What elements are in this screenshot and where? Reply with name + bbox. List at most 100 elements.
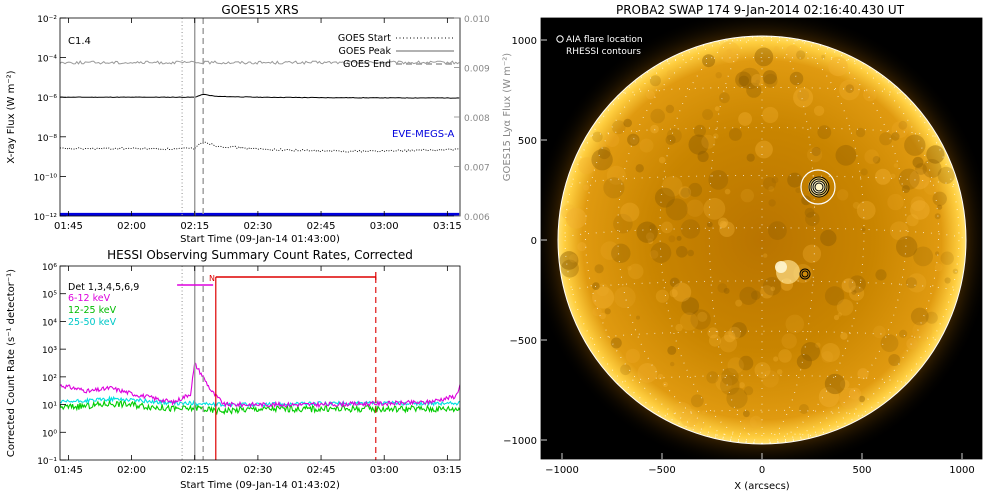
sun-texture-blob	[739, 67, 761, 90]
swap-legend: AIA flare location RHESSI contours	[556, 35, 643, 57]
sun-texture-blob	[798, 404, 809, 414]
sun-texture-blob	[795, 187, 801, 194]
sun-texture-blob	[813, 105, 825, 117]
swap-x-tick-label: −1000	[545, 465, 579, 476]
sun-texture-blob	[762, 277, 782, 296]
sun-texture-blob	[614, 286, 636, 309]
swap-y-tick-label: 500	[518, 136, 537, 147]
sun-texture-blob	[592, 131, 603, 143]
goes-y-ticks-right: 0.010 0.009 0.008 0.007 0.006	[454, 15, 490, 223]
rhessi-contours-2	[799, 268, 811, 280]
sun-texture-blob	[654, 187, 675, 208]
swap-xlabel: X (arcsecs)	[734, 481, 790, 492]
sun-texture-blob	[697, 150, 709, 163]
sun-texture-blob	[649, 250, 659, 259]
hessi-panel: HESSI Observing Summary Count Rates, Cor…	[6, 248, 462, 491]
sun-texture-blob	[738, 75, 750, 87]
sun-texture-blob	[707, 327, 719, 339]
sun-texture-blob	[666, 69, 674, 77]
sun-texture-blob	[623, 118, 632, 128]
sun-texture-blob	[582, 184, 590, 191]
sun-texture-blob	[661, 221, 673, 234]
sun-texture-blob	[629, 135, 639, 145]
sun-texture-blob	[636, 315, 640, 320]
sun-texture-blob	[879, 132, 893, 146]
sun-texture-blob	[740, 188, 754, 203]
sun-texture-blob	[860, 168, 868, 176]
sun-texture-blob	[672, 282, 692, 302]
sun-texture-blob	[605, 133, 620, 148]
legend-rhessi-icon	[556, 47, 564, 55]
hessi-y-tick-label: 10⁰	[42, 429, 57, 439]
sun-texture-blob	[708, 170, 729, 190]
sun-texture-blob	[592, 282, 600, 290]
sun-texture-blob	[639, 138, 654, 153]
sun-texture-blob	[785, 314, 805, 334]
sun-texture-blob	[613, 213, 633, 234]
sun-texture-blob	[670, 361, 675, 367]
goes-ylabel-left: X-ray Flux (W m⁻²)	[6, 70, 17, 163]
sun-texture-blob	[821, 351, 834, 363]
sun-texture-blob	[805, 211, 820, 227]
sun-texture-blob	[680, 219, 701, 239]
sun-texture-blob	[880, 334, 899, 353]
sun-texture-blob	[910, 200, 930, 220]
goes-title: GOES15 XRS	[221, 3, 298, 17]
sun-texture-blob	[678, 186, 692, 199]
sun-texture-blob	[899, 329, 908, 338]
hessi-y-tick-label: 10⁵	[42, 291, 57, 301]
sun-texture-blob	[848, 275, 866, 293]
swap-axes-frame	[540, 17, 983, 460]
goes-y2-tick-label: 0.008	[464, 114, 490, 124]
goes-x-tick-label: 02:15	[180, 221, 209, 232]
sun-texture-blob	[774, 46, 779, 51]
swap-y-tick-label: 1000	[512, 36, 537, 47]
goes-legend: GOES Start GOES Peak GOES End	[338, 33, 454, 70]
sun-texture-blob	[890, 173, 896, 179]
sun-texture-blob	[669, 277, 680, 288]
sun-texture-blob	[669, 289, 678, 298]
rhessi-contours-1	[808, 176, 830, 198]
goes-y2-tick-label: 0.007	[464, 164, 490, 174]
swap-x-tick-label: 0	[759, 465, 765, 476]
sun-texture-blob	[801, 195, 811, 206]
sun-texture-blob	[701, 410, 707, 415]
sun-texture-blob	[804, 207, 815, 218]
sun-texture-blob	[680, 187, 691, 198]
sun-texture-blob	[909, 169, 930, 190]
hessi-y-tick-label: 10⁶	[42, 263, 57, 273]
sun-texture-blob	[724, 330, 736, 343]
sun-texture-blob	[755, 79, 760, 85]
sun-texture-blob	[681, 297, 700, 315]
goes-x-tick-label: 03:15	[433, 221, 462, 232]
sun-texture-blob	[888, 354, 901, 366]
sun-texture-blob	[627, 265, 632, 271]
sun-texture-blob	[650, 124, 659, 134]
sun-texture-blob	[898, 168, 920, 190]
legend-goes-start-label: GOES Start	[338, 33, 391, 44]
sun-texture-blob	[690, 394, 704, 408]
sun-texture-blob	[763, 253, 768, 258]
sun-texture-blob	[937, 166, 955, 184]
goes-ylabel-right: GOES15 Lyα Flux (W m⁻²)	[502, 53, 513, 181]
sun-texture-blob	[675, 323, 683, 332]
sun-texture-blob	[744, 386, 754, 396]
sun-texture-blob	[940, 251, 954, 265]
sun-texture-blob	[611, 243, 631, 263]
sun-texture-blob	[768, 199, 776, 207]
sun-texture-blob	[910, 307, 929, 326]
goes-y2-tick-label: 0.009	[464, 65, 490, 75]
sun-texture-blob	[697, 311, 708, 322]
sun-texture-blob	[637, 363, 658, 383]
sun-texture-blob	[715, 72, 722, 79]
hessi-y-tick-label: 10⁻¹	[37, 457, 57, 467]
goes-y-tick-label: 10⁻⁸	[37, 134, 57, 144]
sun-texture-blob	[746, 82, 762, 98]
sun-texture-blob	[703, 197, 726, 220]
sun-texture-blob	[650, 242, 672, 264]
sun-texture-blob	[891, 121, 909, 138]
legend-aia-label: AIA flare location	[566, 35, 643, 45]
sun-texture-blob	[610, 337, 622, 349]
sun-texture-blob	[731, 322, 747, 338]
sun-texture-blob	[858, 395, 866, 403]
